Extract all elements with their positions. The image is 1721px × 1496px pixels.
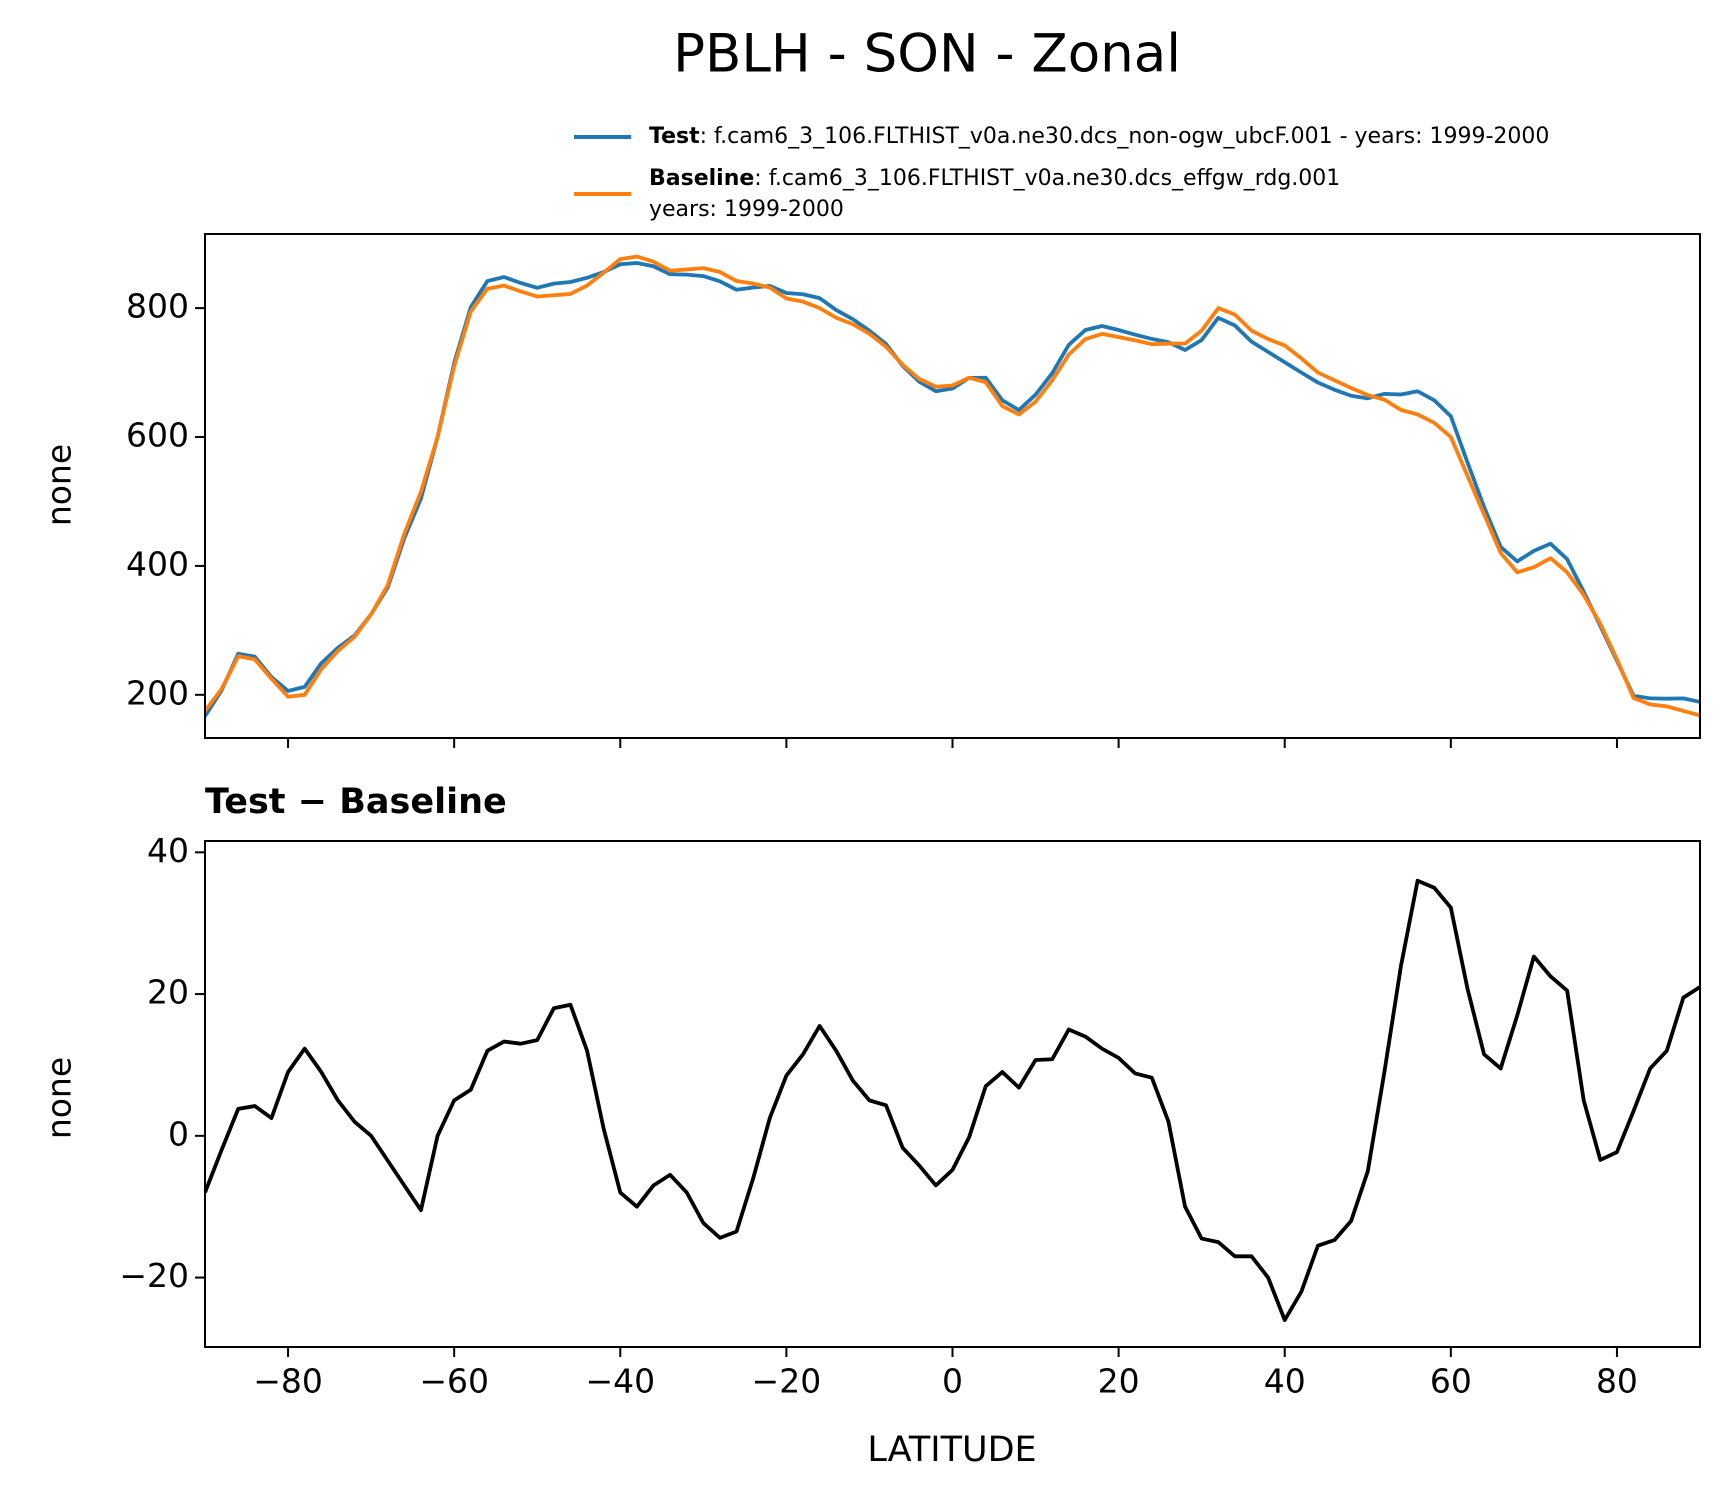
x-tick-label: −80 [253,1362,323,1401]
y-tick-label: 0 [168,1114,189,1153]
legend-description: : f.cam6_3_106.FLTHIST_v0a.ne30.dcs_non-… [700,124,1550,149]
data-line [205,254,1700,718]
x-tick-label: 60 [1430,1362,1472,1401]
y-tick-label: −20 [119,1256,189,1295]
x-tick-label: 80 [1596,1362,1638,1401]
legend-description: years: 1999-2000 [649,197,844,222]
y-tick-label: 600 [126,416,189,455]
data-line [205,878,1700,1322]
x-tick-label: −40 [585,1362,655,1401]
axes-frame [204,233,1701,739]
y-tick-label: 200 [126,673,189,712]
x-tick-label: −20 [752,1362,822,1401]
y-tick-label: 20 [147,973,189,1012]
axes-frame [204,840,1701,1348]
x-tick-label: 40 [1264,1362,1306,1401]
x-axis-label: LATITUDE [867,1430,1036,1470]
x-tick-label: 20 [1098,1362,1140,1401]
y-tick-label: 400 [126,544,189,583]
legend-name: Test [649,124,700,149]
legend-label: years: 1999-2000 [649,197,844,222]
y-axis-label: none [40,444,79,526]
y-tick-label: 40 [147,831,189,870]
figure-title: PBLH - SON - Zonal [673,24,1181,85]
legend-label: Test: f.cam6_3_106.FLTHIST_v0a.ne30.dcs_… [649,124,1549,149]
legend-description: : f.cam6_3_106.FLTHIST_v0a.ne30.dcs_effg… [754,166,1340,191]
y-tick-label: 800 [126,287,189,326]
x-tick-label: −60 [419,1362,489,1401]
legend-label: Baseline: f.cam6_3_106.FLTHIST_v0a.ne30.… [649,166,1340,191]
y-axis-label: none [40,1057,79,1139]
legend-name: Baseline [649,166,754,191]
subplot-title: Test − Baseline [205,782,507,822]
x-tick-label: 0 [942,1362,963,1401]
